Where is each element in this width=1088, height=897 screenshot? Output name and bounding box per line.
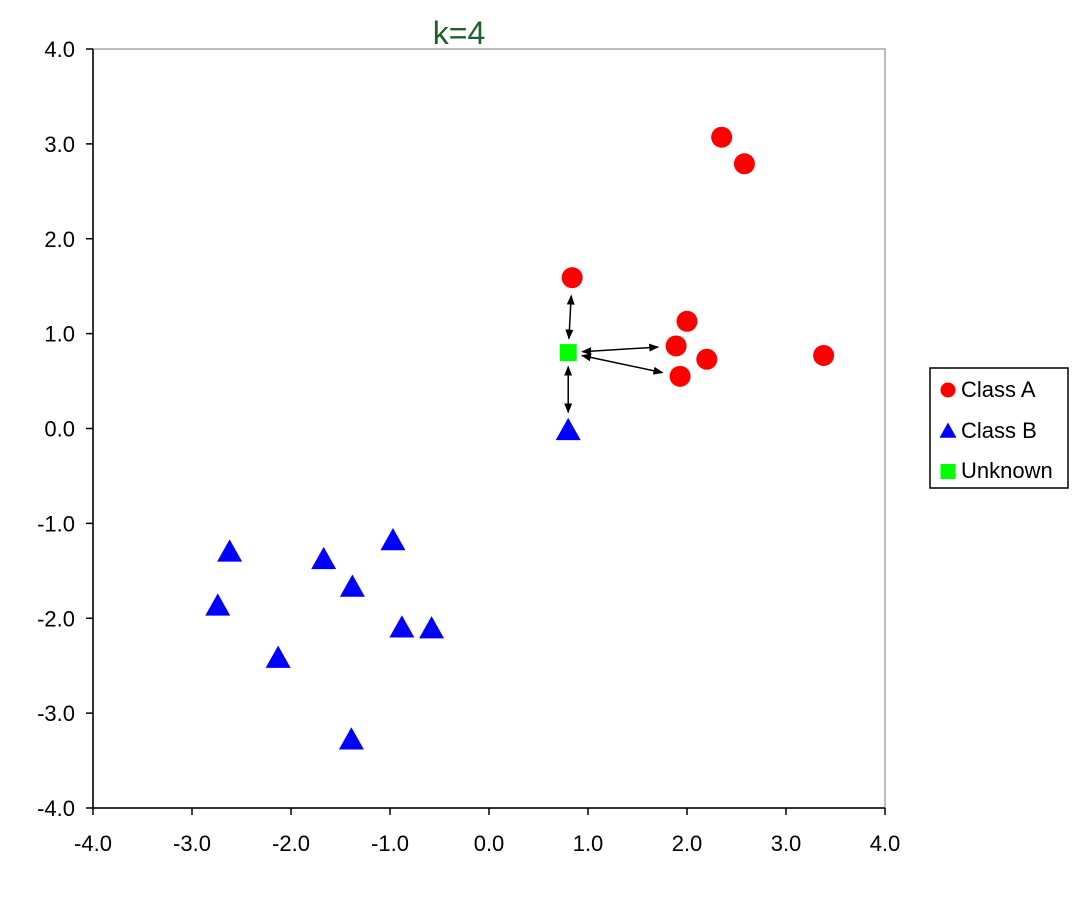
class-b-point xyxy=(338,727,364,750)
y-tick-label: -2.0 xyxy=(37,606,75,631)
data-points xyxy=(205,126,835,750)
legend-class-a-marker xyxy=(940,382,956,398)
class-b-point xyxy=(205,593,231,616)
legend-class-b-marker xyxy=(939,422,957,438)
class-a-point xyxy=(696,348,718,370)
x-tick-label: 3.0 xyxy=(771,831,802,856)
x-tick-label: -3.0 xyxy=(173,831,211,856)
y-tick-label: 1.0 xyxy=(44,322,75,347)
class-b-point xyxy=(339,574,365,597)
chart-title: k=4 xyxy=(433,15,485,51)
class-a-point xyxy=(669,365,691,387)
class-b-point xyxy=(389,615,415,638)
class-b-point xyxy=(419,616,445,639)
neighbor-arrow xyxy=(581,343,660,356)
legend-unknown-marker xyxy=(940,464,956,479)
y-tick-label: 0.0 xyxy=(44,417,75,442)
legend-class-a-label: Class A xyxy=(961,377,1036,402)
neighbor-arrows xyxy=(564,294,664,414)
class-b-point xyxy=(555,417,581,441)
y-tick-label: 2.0 xyxy=(44,227,75,252)
class-a-point xyxy=(813,344,835,366)
class-a-point xyxy=(733,153,755,175)
x-tick-label: 0.0 xyxy=(474,831,505,856)
class-a-point xyxy=(561,267,583,289)
class-a-point xyxy=(676,310,698,332)
class-b-point xyxy=(380,527,406,551)
x-tick-label: -4.0 xyxy=(74,831,112,856)
legend-unknown-label: Unknown xyxy=(961,458,1053,483)
x-tick-label: -2.0 xyxy=(272,831,310,856)
class-a-point xyxy=(711,126,733,148)
y-tick-label: -1.0 xyxy=(37,511,75,536)
class-a-point xyxy=(665,335,687,357)
x-tick-label: -1.0 xyxy=(371,831,409,856)
x-tick-label: 2.0 xyxy=(672,831,703,856)
tick-labels: -4.0 -3.0 -2.0 -1.0 0.0 1.0 2.0 3.0 4.0 4.0 3.0 2.0… xyxy=(37,37,900,856)
neighbor-arrow xyxy=(580,353,664,375)
axes xyxy=(86,48,886,815)
x-tick-label: 4.0 xyxy=(870,831,901,856)
class-b-point xyxy=(217,539,243,562)
y-tick-label: 3.0 xyxy=(44,132,75,157)
x-tick-label: 1.0 xyxy=(573,831,604,856)
class-b-point xyxy=(265,645,291,668)
legend-class-b-label: Class B xyxy=(961,418,1037,443)
y-tick-label: -3.0 xyxy=(37,701,75,726)
class-b-point xyxy=(311,546,337,570)
unknown-point xyxy=(559,344,577,362)
plot-area-frame xyxy=(92,48,886,809)
y-tick-label: 4.0 xyxy=(44,37,75,62)
neighbor-arrow xyxy=(565,294,575,340)
legend: Class A Class B Unknown xyxy=(929,367,1069,489)
y-tick-label: -4.0 xyxy=(37,796,75,821)
